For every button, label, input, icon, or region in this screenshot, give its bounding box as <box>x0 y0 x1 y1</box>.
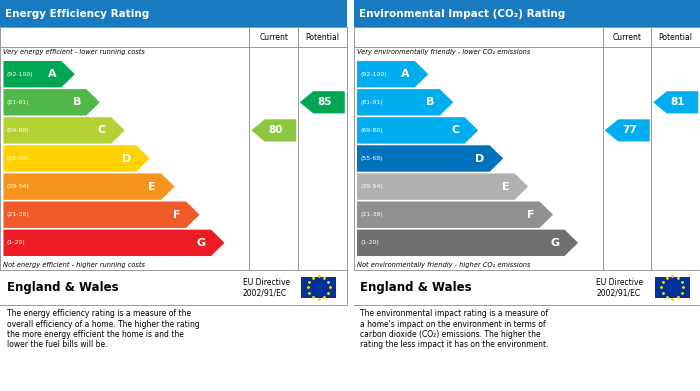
Polygon shape <box>357 61 428 88</box>
Text: 77: 77 <box>622 126 636 135</box>
Text: (55-68): (55-68) <box>7 156 29 161</box>
Polygon shape <box>4 145 150 172</box>
Polygon shape <box>4 201 199 228</box>
Text: C: C <box>98 126 106 135</box>
Text: F: F <box>527 210 534 220</box>
Text: (39-54): (39-54) <box>7 184 30 189</box>
FancyBboxPatch shape <box>655 277 690 298</box>
Text: (1-20): (1-20) <box>7 240 26 245</box>
Text: Potential: Potential <box>659 33 693 42</box>
Text: 80: 80 <box>269 126 283 135</box>
FancyBboxPatch shape <box>302 277 336 298</box>
Text: (92-100): (92-100) <box>7 72 34 77</box>
Text: G: G <box>197 238 206 248</box>
Text: Environmental Impact (CO₂) Rating: Environmental Impact (CO₂) Rating <box>358 9 565 19</box>
Text: England & Wales: England & Wales <box>360 281 472 294</box>
Text: (69-80): (69-80) <box>7 128 29 133</box>
Text: (21-38): (21-38) <box>7 212 29 217</box>
Text: (21-38): (21-38) <box>360 212 383 217</box>
Text: G: G <box>550 238 559 248</box>
Text: Very environmentally friendly - lower CO₂ emissions: Very environmentally friendly - lower CO… <box>357 49 531 55</box>
Text: (69-80): (69-80) <box>360 128 383 133</box>
Text: Not environmentally friendly - higher CO₂ emissions: Not environmentally friendly - higher CO… <box>357 262 531 268</box>
Text: EU Directive
2002/91/EC: EU Directive 2002/91/EC <box>242 278 290 297</box>
Text: Very energy efficient - lower running costs: Very energy efficient - lower running co… <box>4 49 146 55</box>
Bar <box>354 270 700 305</box>
Text: (39-54): (39-54) <box>360 184 384 189</box>
Text: The energy efficiency rating is a measure of the
overall efficiency of a home. T: The energy efficiency rating is a measur… <box>7 309 199 350</box>
Polygon shape <box>357 145 503 172</box>
Polygon shape <box>653 91 699 113</box>
Polygon shape <box>357 117 478 143</box>
Text: E: E <box>148 181 156 192</box>
Bar <box>354 0 700 27</box>
Text: C: C <box>452 126 459 135</box>
Text: B: B <box>426 97 435 107</box>
Text: F: F <box>174 210 181 220</box>
Polygon shape <box>4 173 174 200</box>
Text: (92-100): (92-100) <box>360 72 387 77</box>
Polygon shape <box>357 173 528 200</box>
Text: (55-68): (55-68) <box>360 156 383 161</box>
Text: Potential: Potential <box>305 33 340 42</box>
Text: D: D <box>475 154 484 163</box>
Polygon shape <box>300 91 345 113</box>
Polygon shape <box>605 119 650 142</box>
Polygon shape <box>4 230 225 256</box>
Bar <box>0 270 346 305</box>
Text: D: D <box>122 154 131 163</box>
Polygon shape <box>4 61 75 88</box>
Polygon shape <box>357 230 578 256</box>
Bar <box>0 0 346 27</box>
Text: Not energy efficient - higher running costs: Not energy efficient - higher running co… <box>4 262 146 268</box>
Text: E: E <box>502 181 510 192</box>
Text: (81-91): (81-91) <box>7 100 29 105</box>
Text: (81-91): (81-91) <box>360 100 383 105</box>
Polygon shape <box>251 119 296 142</box>
Polygon shape <box>357 89 454 115</box>
Text: 85: 85 <box>317 97 332 107</box>
Polygon shape <box>4 117 125 143</box>
Text: EU Directive
2002/91/EC: EU Directive 2002/91/EC <box>596 278 643 297</box>
Text: (1-20): (1-20) <box>360 240 379 245</box>
Text: Current: Current <box>259 33 288 42</box>
Text: Current: Current <box>612 33 642 42</box>
Text: A: A <box>401 69 410 79</box>
Text: A: A <box>48 69 56 79</box>
Polygon shape <box>4 89 100 115</box>
Text: The environmental impact rating is a measure of
a home's impact on the environme: The environmental impact rating is a mea… <box>360 309 549 350</box>
Text: B: B <box>73 97 81 107</box>
Text: Energy Efficiency Rating: Energy Efficiency Rating <box>5 9 149 19</box>
Text: 81: 81 <box>671 97 685 107</box>
Polygon shape <box>357 201 553 228</box>
Text: England & Wales: England & Wales <box>7 281 118 294</box>
